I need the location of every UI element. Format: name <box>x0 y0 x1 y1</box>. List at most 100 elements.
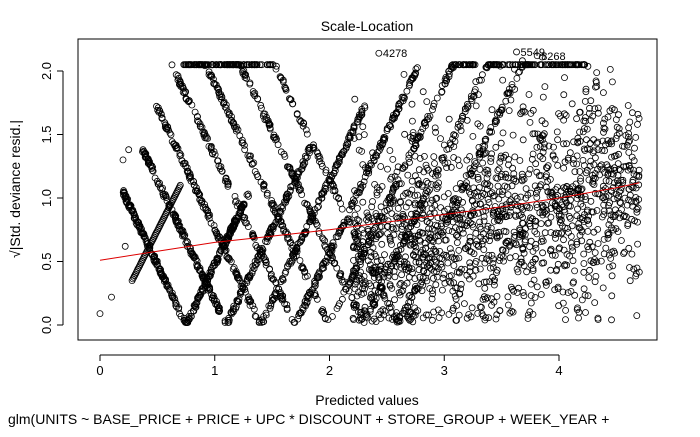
data-point <box>614 228 622 236</box>
data-point <box>476 218 484 226</box>
data-point <box>187 173 194 181</box>
data-point <box>537 291 545 298</box>
data-point <box>611 166 619 174</box>
data-point <box>452 232 460 239</box>
data-point <box>257 104 265 112</box>
data-point <box>605 230 613 238</box>
data-point <box>622 213 630 221</box>
data-point <box>393 109 401 117</box>
data-point <box>551 231 559 238</box>
data-point <box>471 260 479 268</box>
data-point <box>268 274 276 282</box>
data-point <box>404 312 412 320</box>
data-point <box>213 255 221 263</box>
data-point <box>439 231 447 239</box>
data-point <box>504 191 512 199</box>
data-point <box>471 158 479 166</box>
data-point <box>616 188 623 196</box>
data-point <box>589 149 597 157</box>
data-point <box>395 317 403 325</box>
data-point <box>554 260 562 268</box>
data-point <box>523 203 531 211</box>
data-point <box>440 251 448 259</box>
data-point <box>625 130 632 138</box>
data-point <box>531 217 539 225</box>
data-point <box>282 85 290 93</box>
data-point <box>562 306 569 314</box>
data-point <box>440 141 448 149</box>
data-point <box>395 101 403 109</box>
data-point <box>243 191 251 199</box>
data-point <box>159 190 167 198</box>
data-point <box>297 309 305 317</box>
data-point <box>451 61 459 69</box>
data-point <box>354 232 362 240</box>
data-point <box>543 164 550 171</box>
data-point <box>592 77 600 85</box>
data-point <box>573 152 581 160</box>
data-point <box>507 283 515 291</box>
data-point <box>434 214 442 222</box>
data-point <box>450 279 458 287</box>
data-point <box>428 295 436 303</box>
data-point <box>243 61 251 69</box>
data-point <box>405 155 413 162</box>
data-point <box>401 130 409 138</box>
data-point <box>458 221 466 229</box>
data-point <box>476 200 484 208</box>
data-point <box>475 184 483 191</box>
data-point <box>136 225 144 233</box>
data-point <box>478 310 486 318</box>
data-point <box>217 163 225 171</box>
data-point <box>474 175 482 183</box>
data-point <box>193 117 201 125</box>
data-point <box>233 272 241 280</box>
data-point <box>226 61 234 69</box>
data-point <box>390 231 398 239</box>
data-point <box>469 172 477 180</box>
data-point <box>537 172 545 179</box>
data-point <box>199 287 207 295</box>
data-point <box>606 199 613 207</box>
data-point <box>460 300 468 308</box>
data-point <box>593 69 601 76</box>
data-point <box>423 218 431 225</box>
data-point <box>608 248 616 256</box>
data-point <box>554 136 561 144</box>
data-point <box>345 287 353 295</box>
data-point <box>599 182 607 190</box>
data-point <box>427 180 435 188</box>
data-point <box>474 120 482 128</box>
data-point <box>407 210 415 218</box>
data-point <box>475 143 483 151</box>
data-point <box>447 63 455 71</box>
data-point <box>383 206 391 214</box>
data-point <box>519 57 526 65</box>
data-point <box>417 128 425 136</box>
data-point <box>309 143 317 151</box>
data-point <box>361 303 369 311</box>
data-point <box>360 178 368 186</box>
data-point <box>206 285 214 293</box>
data-point <box>224 316 232 324</box>
data-point <box>207 265 215 273</box>
data-point <box>538 61 546 69</box>
data-point <box>498 103 506 111</box>
data-point <box>541 208 548 216</box>
data-point <box>542 281 550 289</box>
data-point <box>631 217 638 225</box>
data-point <box>410 241 418 249</box>
data-point <box>591 249 599 257</box>
data-point <box>155 180 162 188</box>
data-point <box>594 138 602 146</box>
data-point <box>253 170 261 178</box>
data-point <box>386 304 393 312</box>
data-point <box>397 198 405 206</box>
data-point <box>548 61 555 69</box>
data-point <box>423 277 431 285</box>
data-point <box>429 290 437 298</box>
data-point <box>450 262 458 269</box>
data-point <box>581 98 589 105</box>
data-point <box>480 217 488 225</box>
data-point <box>576 214 584 222</box>
